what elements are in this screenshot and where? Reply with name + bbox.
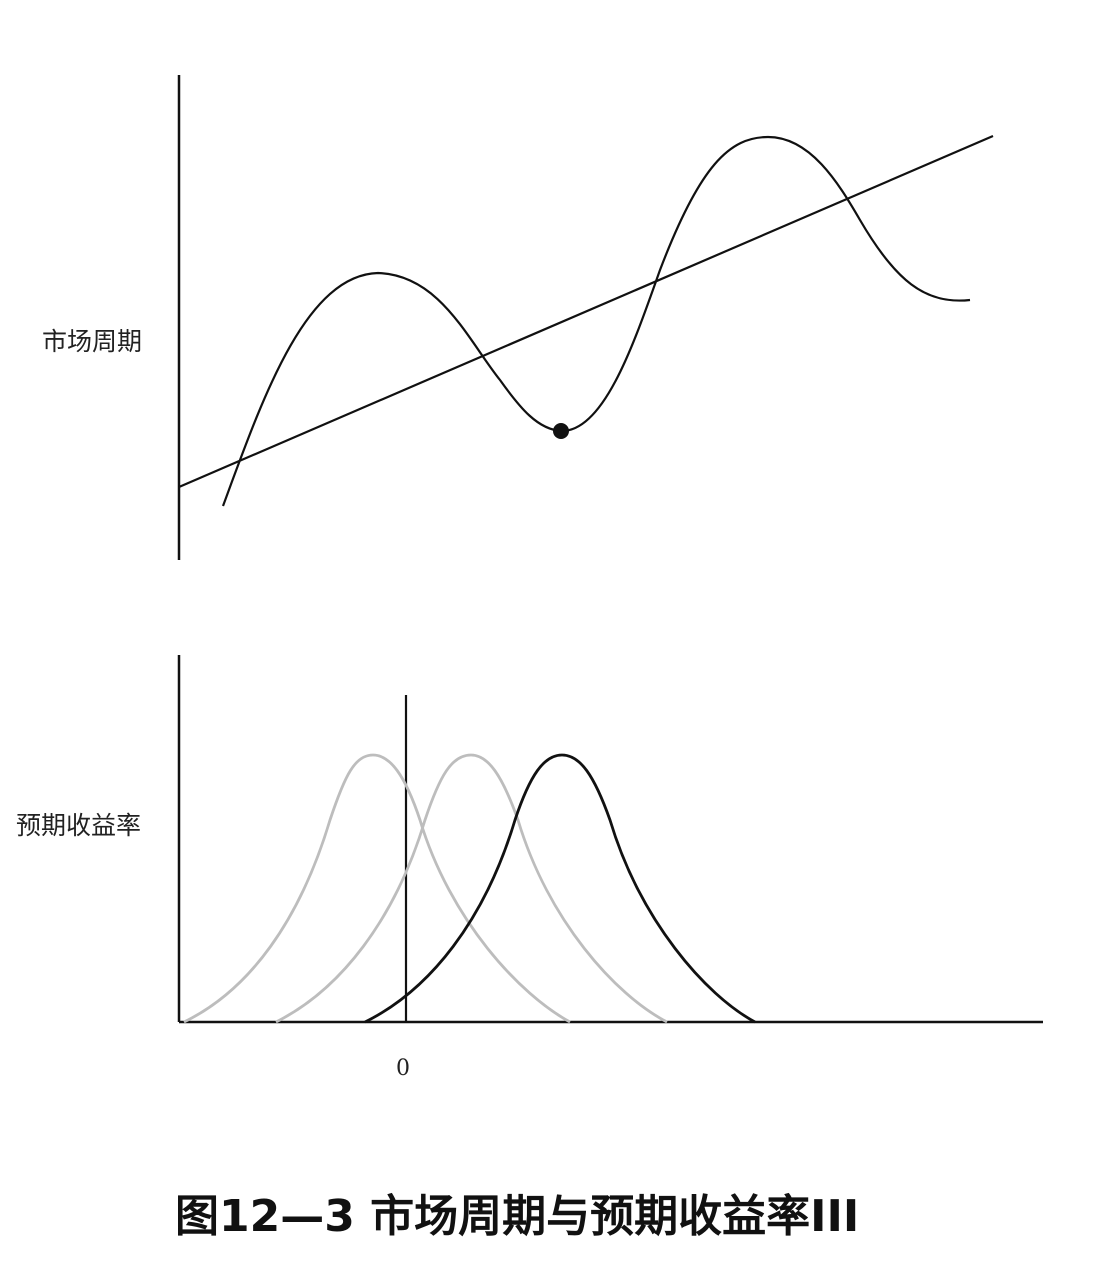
- distribution-curve-middle: [275, 753, 668, 1024]
- zero-tick-label: 0: [396, 1056, 410, 1081]
- figure-caption: 图12—3 市场周期与预期收益率III: [175, 1191, 860, 1242]
- trend-line: [178, 134, 994, 489]
- cycle-curve: [221, 135, 971, 507]
- bottom-panel-label: 预期收益率: [16, 811, 142, 840]
- distribution-curve-left: [183, 753, 571, 1024]
- distribution-curve-right: [364, 753, 756, 1024]
- top-panel-label: 市场周期: [42, 327, 143, 356]
- trough-marker: [553, 423, 569, 439]
